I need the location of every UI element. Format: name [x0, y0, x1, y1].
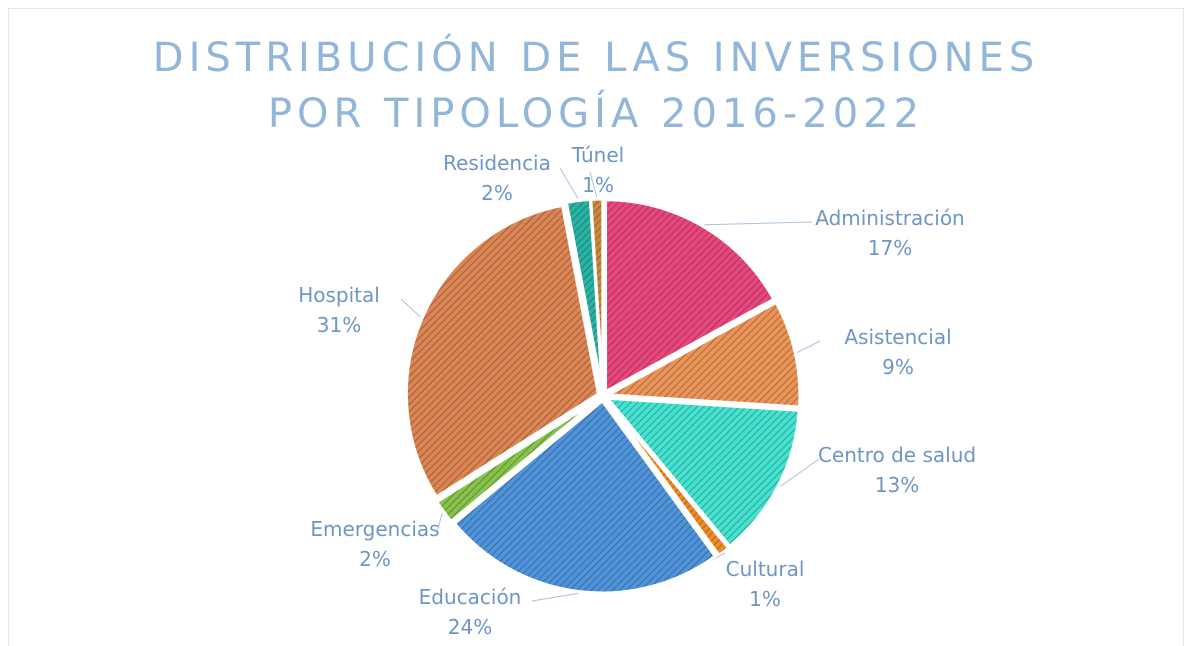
pie-slice: [452, 398, 718, 595]
category-label: Educación: [419, 585, 522, 609]
pie-slice: [589, 197, 605, 392]
leader-line: [796, 340, 821, 354]
chart-title: DISTRIBUCIÓN DE LAS INVERSIONES POR TIPO…: [152, 35, 1040, 137]
leader-line: [589, 171, 598, 198]
leader-line: [400, 298, 421, 318]
pie-slice: [604, 398, 731, 558]
value-label: 2%: [359, 547, 391, 571]
value-label: 24%: [448, 615, 492, 639]
category-label: Asistencial: [844, 325, 951, 349]
pie-slice: [604, 198, 776, 395]
pie-slice: [434, 397, 600, 524]
category-label: Residencia: [443, 151, 551, 175]
value-label: 31%: [317, 313, 361, 337]
leader-line: [780, 458, 820, 487]
value-label: 2%: [481, 181, 513, 205]
leader-line: [436, 512, 443, 534]
pie-slice: [604, 396, 801, 549]
pie-slice: [602, 300, 802, 409]
category-label: Emergencias: [310, 517, 439, 541]
leader-line: [704, 221, 813, 226]
leader-line: [559, 167, 579, 199]
category-label: Hospital: [298, 283, 380, 307]
leader-line: [531, 592, 579, 602]
value-label: 13%: [875, 473, 919, 497]
category-label: Túnel: [571, 143, 624, 167]
category-label: Cultural: [726, 557, 805, 581]
pie-slice: [404, 203, 601, 499]
frame: [8, 8, 1184, 646]
value-label: 1%: [749, 587, 781, 611]
value-label: 17%: [868, 236, 912, 260]
value-label: 1%: [582, 173, 614, 197]
category-label: Centro de salud: [818, 443, 976, 467]
value-label: 9%: [882, 355, 914, 379]
category-label: Administración: [815, 206, 965, 230]
